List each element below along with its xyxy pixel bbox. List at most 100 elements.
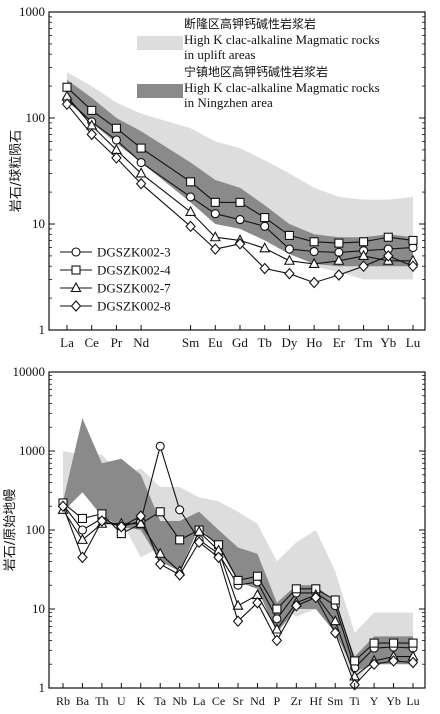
legend-series-label: DGSZK002-4 <box>97 263 171 278</box>
y-tick-label: 10 <box>32 216 45 231</box>
legend-band-label-cn: 断隆区高钾钙碱性岩浆岩 <box>184 16 316 31</box>
data-point <box>407 656 419 669</box>
data-point <box>350 656 360 666</box>
data-point <box>329 626 341 639</box>
data-point <box>271 623 283 634</box>
x-tick-label: Yb <box>380 335 396 350</box>
legend-series-marker <box>70 300 82 312</box>
data-point <box>186 177 196 187</box>
data-point <box>291 584 301 594</box>
data-point <box>368 658 380 671</box>
data-point <box>86 128 97 141</box>
chart-chondrite-normalized-ree: 1 10 100 1000 La Ce Pr Nd Sm Eu Gd Tb Dy Ho Er Tm Yb Lu 岩石… <box>9 4 426 350</box>
data-point <box>260 213 270 223</box>
legend-series-label: DGSZK002-3 <box>97 245 171 260</box>
data-point <box>252 596 263 609</box>
data-point <box>155 441 165 451</box>
x-tick-label: U <box>117 694 126 708</box>
data-point <box>77 551 88 564</box>
data-point <box>96 515 108 527</box>
chart1-frame <box>48 11 426 331</box>
y-axis-label: 岩石/原始地幔 <box>3 489 18 571</box>
band-0 <box>67 72 413 280</box>
x-tick-label: Tb <box>257 335 271 350</box>
legend-series-DGSZK002-3: DGSZK002-3 <box>60 245 171 260</box>
y-tick-label: 10000 <box>13 364 46 379</box>
legend-band-label-en: High K clac-alkaline Magmatic rocks <box>184 80 380 95</box>
data-point <box>283 254 295 265</box>
data-point <box>408 235 418 245</box>
data-point <box>271 634 283 647</box>
x-tick-label: Th <box>95 694 108 708</box>
legend-series-marker <box>70 281 82 293</box>
data-point <box>232 599 244 610</box>
data-point <box>57 500 69 513</box>
x-tick-label: Sm <box>327 694 344 708</box>
data-point <box>407 260 419 273</box>
legend-series-marker <box>71 247 81 257</box>
data-point <box>210 209 220 219</box>
data-point <box>383 250 394 262</box>
data-point <box>358 260 369 273</box>
x-tick-label: Tm <box>355 335 373 350</box>
data-point <box>111 152 122 164</box>
data-point <box>135 177 147 190</box>
x-tick-label: Zr <box>291 694 302 708</box>
data-point <box>408 638 418 648</box>
x-tick-label: Nd <box>250 694 265 708</box>
x-tick-label: Hf <box>309 694 322 708</box>
x-tick-label: Lu <box>406 335 421 350</box>
chart-primitive-mantle-normalized-spider: 1 10 100 1000 10000 Rb Ba Th U K Ta Nb La Ce Sr Nd P Zr Hf… <box>3 364 426 708</box>
data-point <box>359 237 369 247</box>
data-point <box>235 197 245 207</box>
y-tick-label: 10 <box>32 601 45 616</box>
data-point <box>175 535 185 545</box>
data-point <box>210 243 221 255</box>
x-tick-label: Nd <box>133 335 149 350</box>
data-point <box>62 82 72 92</box>
data-point <box>135 167 147 178</box>
data-point <box>154 558 166 570</box>
x-tick-label: La <box>60 335 74 350</box>
data-point <box>333 254 345 265</box>
data-point <box>232 615 244 628</box>
data-point <box>136 143 146 153</box>
x-tick-label: Ce <box>212 694 225 708</box>
x-tick-label: Ti <box>350 694 361 708</box>
data-point <box>136 157 146 168</box>
data-point <box>135 510 147 522</box>
x-tick-label: Dy <box>281 335 297 350</box>
data-point <box>111 123 121 133</box>
y-tick-label: 100 <box>26 110 46 125</box>
data-point <box>389 638 399 648</box>
x-tick-label: Y <box>370 694 379 708</box>
data-point <box>284 267 295 280</box>
data-point <box>330 595 340 605</box>
data-point <box>61 98 73 111</box>
data-point <box>154 547 166 558</box>
data-point <box>309 237 319 247</box>
data-point <box>233 575 243 585</box>
legend-series-label: DGSZK002-7 <box>97 281 171 296</box>
y-tick-label: 1000 <box>19 443 45 458</box>
data-point <box>186 192 196 202</box>
legend-band-swatch-0 <box>137 36 183 50</box>
x-tick-label: Rb <box>56 694 70 708</box>
data-point <box>388 655 399 667</box>
x-tick-label: Nb <box>172 694 187 708</box>
x-tick-label: Ta <box>154 694 166 708</box>
data-point <box>284 244 294 254</box>
data-point <box>185 205 197 216</box>
data-point <box>383 232 393 242</box>
data-point <box>284 230 294 240</box>
data-point <box>209 231 221 242</box>
data-point <box>272 614 282 624</box>
data-point <box>309 246 319 257</box>
x-tick-label: P <box>274 694 281 708</box>
y-tick-label: 100 <box>26 522 46 537</box>
data-point <box>252 571 262 581</box>
legend-series-DGSZK002-8: DGSZK002-8 <box>60 299 171 314</box>
data-point <box>185 220 196 233</box>
data-point <box>174 569 185 581</box>
